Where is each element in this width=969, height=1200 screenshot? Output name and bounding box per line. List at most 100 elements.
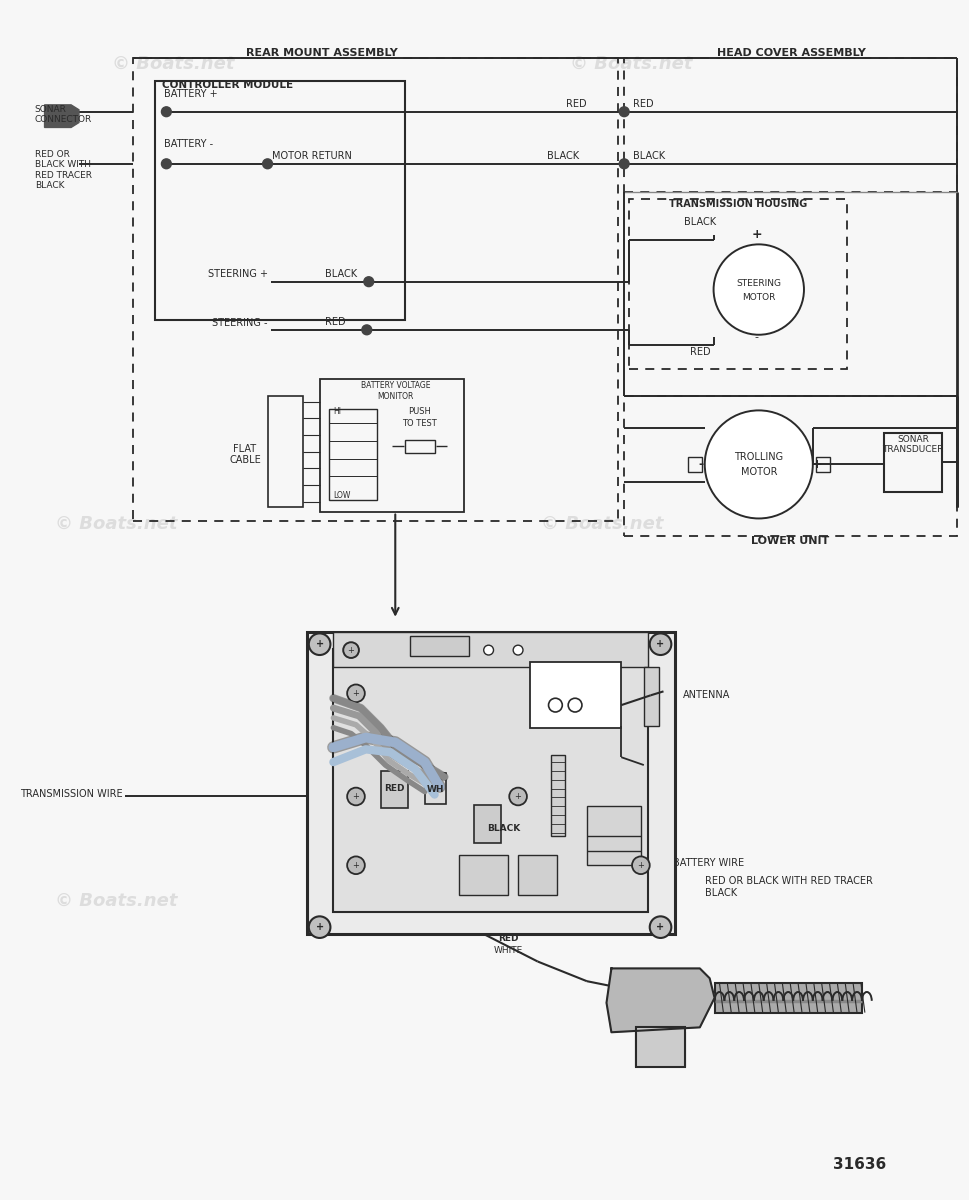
- Bar: [458, 856, 508, 895]
- Text: +: +: [352, 792, 359, 800]
- Bar: [714, 983, 861, 1013]
- Bar: [333, 632, 647, 667]
- Text: RED: RED: [384, 784, 404, 793]
- Text: +: +: [347, 646, 354, 655]
- Circle shape: [509, 787, 526, 805]
- Text: ANTENNA: ANTENNA: [682, 690, 730, 701]
- Text: BATTERY VOLTAGE: BATTERY VOLTAGE: [360, 382, 429, 390]
- Circle shape: [568, 698, 581, 712]
- Circle shape: [308, 917, 330, 938]
- Text: BLACK: BLACK: [704, 888, 736, 898]
- Text: TRANSMISSION HOUSING: TRANSMISSION HOUSING: [669, 199, 806, 209]
- Bar: [623, 396, 956, 536]
- Text: BLACK: BLACK: [325, 269, 357, 278]
- Text: +: +: [315, 640, 324, 649]
- Circle shape: [513, 646, 522, 655]
- Circle shape: [548, 698, 562, 712]
- Text: WHITE: WHITE: [493, 947, 522, 955]
- Bar: [636, 1027, 684, 1067]
- Text: BLACK: BLACK: [547, 151, 578, 161]
- Circle shape: [347, 684, 364, 702]
- Text: RED OR
BLACK WITH
RED TRACER
BLACK: RED OR BLACK WITH RED TRACER BLACK: [35, 150, 92, 191]
- Text: BATTERY +: BATTERY +: [164, 89, 218, 100]
- Text: © Boats.net: © Boats.net: [541, 515, 663, 533]
- Text: © Boats.net: © Boats.net: [493, 744, 615, 762]
- Text: © Boats.net: © Boats.net: [569, 54, 692, 72]
- Bar: [623, 58, 956, 192]
- Text: BLACK: BLACK: [683, 217, 715, 227]
- Circle shape: [161, 107, 172, 116]
- Text: TO TEST: TO TEST: [402, 419, 437, 427]
- Text: SONAR
CONNECTOR: SONAR CONNECTOR: [35, 104, 92, 125]
- Bar: [586, 806, 641, 865]
- Bar: [883, 433, 942, 492]
- Circle shape: [704, 410, 812, 518]
- Text: MOTOR: MOTOR: [739, 467, 776, 478]
- Text: RED: RED: [689, 348, 709, 358]
- Text: -: -: [698, 458, 703, 470]
- Circle shape: [308, 634, 330, 655]
- Text: FLAT
CABLE: FLAT CABLE: [229, 444, 261, 466]
- Circle shape: [363, 277, 373, 287]
- Text: TRANSMISSION WIRE: TRANSMISSION WIRE: [20, 788, 123, 798]
- Bar: [405, 440, 434, 452]
- Text: -: -: [754, 331, 758, 342]
- Text: © Boats.net: © Boats.net: [112, 54, 234, 72]
- Text: STEERING -: STEERING -: [212, 318, 267, 328]
- Text: +: +: [751, 228, 762, 241]
- Circle shape: [618, 158, 629, 169]
- Text: STEERING +: STEERING +: [207, 269, 267, 278]
- Text: +: +: [315, 922, 324, 932]
- Text: MONITOR: MONITOR: [377, 392, 413, 401]
- Text: LOW: LOW: [333, 491, 351, 500]
- Text: HEAD COVER ASSEMBLY: HEAD COVER ASSEMBLY: [716, 48, 864, 58]
- Text: STEERING: STEERING: [735, 280, 780, 288]
- Bar: [320, 379, 463, 511]
- Circle shape: [632, 857, 649, 874]
- Bar: [380, 770, 408, 809]
- Bar: [517, 856, 557, 895]
- Bar: [629, 199, 846, 370]
- Text: +: +: [656, 922, 664, 932]
- Polygon shape: [45, 104, 78, 127]
- Text: HI: HI: [333, 407, 341, 416]
- Circle shape: [484, 646, 493, 655]
- Text: +: +: [637, 860, 643, 870]
- Text: © Boats.net: © Boats.net: [55, 892, 177, 910]
- Bar: [133, 58, 617, 522]
- Bar: [424, 773, 446, 804]
- Circle shape: [263, 158, 272, 169]
- Text: © Boats.net: © Boats.net: [55, 515, 177, 533]
- Text: +: +: [352, 860, 359, 870]
- Circle shape: [713, 245, 803, 335]
- Text: BLACK: BLACK: [486, 824, 519, 834]
- Circle shape: [618, 107, 629, 116]
- Text: CONTROLLER MODULE: CONTROLLER MODULE: [162, 80, 294, 90]
- Bar: [306, 632, 674, 934]
- Bar: [329, 409, 376, 499]
- Text: +: +: [515, 792, 521, 800]
- Text: 31636: 31636: [832, 1157, 886, 1172]
- Bar: [687, 456, 702, 473]
- Bar: [643, 667, 658, 726]
- Bar: [267, 396, 302, 506]
- Text: MOTOR: MOTOR: [741, 293, 774, 302]
- Text: RED: RED: [566, 98, 586, 109]
- Bar: [410, 636, 468, 656]
- Text: +: +: [352, 689, 359, 698]
- Bar: [474, 805, 501, 842]
- Circle shape: [343, 642, 359, 658]
- Bar: [333, 649, 647, 912]
- Text: WH: WH: [426, 785, 444, 794]
- Circle shape: [649, 917, 671, 938]
- Circle shape: [347, 857, 364, 874]
- Text: RED: RED: [497, 935, 518, 943]
- Polygon shape: [606, 968, 714, 1032]
- Circle shape: [649, 634, 671, 655]
- Text: LOWER UNIT: LOWER UNIT: [750, 536, 828, 546]
- Text: SONAR
TRANSDUCER: SONAR TRANSDUCER: [882, 434, 943, 455]
- Text: BATTERY WIRE: BATTERY WIRE: [672, 858, 743, 869]
- Text: +: +: [811, 458, 821, 470]
- Bar: [815, 456, 828, 473]
- Text: REAR MOUNT ASSEMBLY: REAR MOUNT ASSEMBLY: [245, 48, 397, 58]
